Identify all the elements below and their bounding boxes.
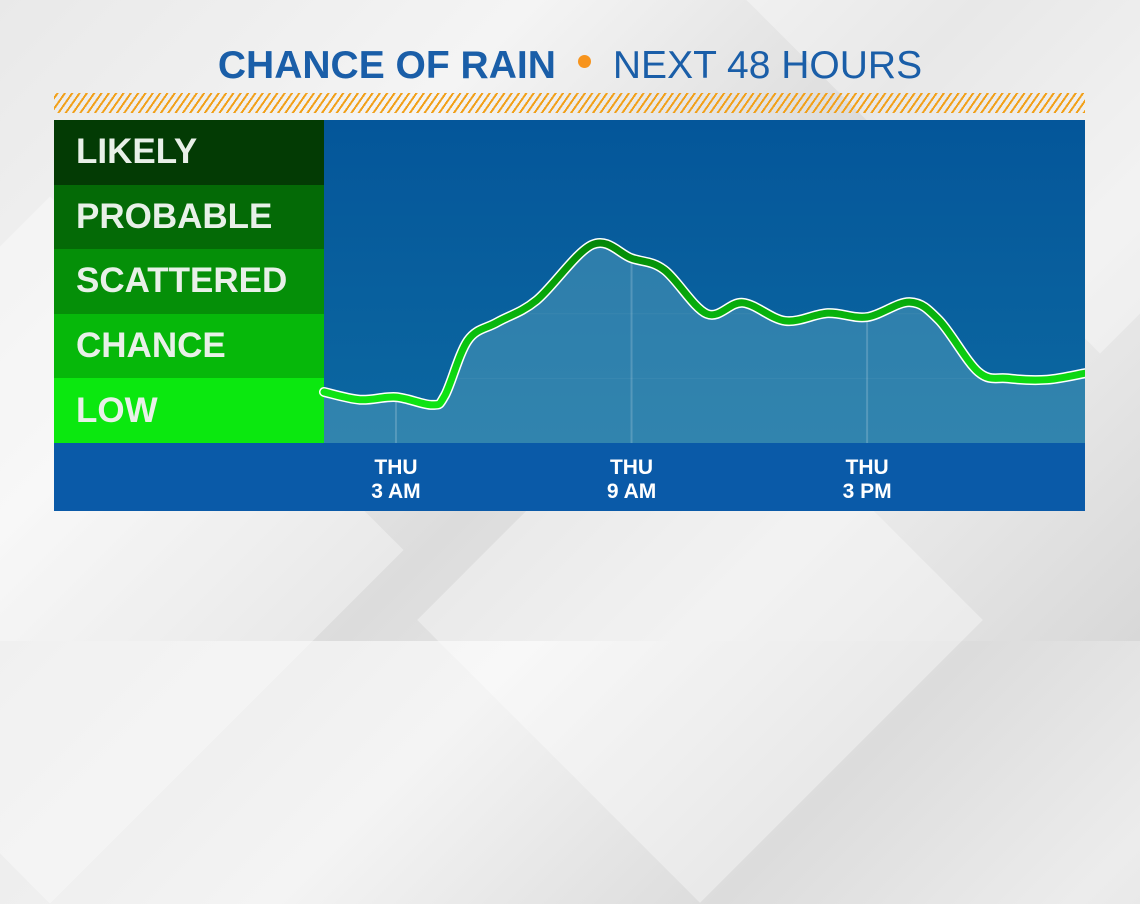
x-tick-time: 3 AM (371, 480, 421, 503)
x-tick-label: THU 3 AM (346, 456, 446, 504)
category-label-probable: PROBABLE (54, 184, 324, 250)
x-tick-day: THU (374, 456, 418, 479)
x-tick-label: THU 9 AM (582, 456, 682, 504)
category-label-likely: LIKELY (54, 120, 324, 185)
x-tick-day: THU (609, 456, 654, 479)
category-label-scattered: SCATTERED (54, 249, 324, 314)
x-tick-day: T (1053, 456, 1085, 480)
x-tick-time: 3 PM (842, 480, 892, 503)
title-sub: NEXT 48 HOURS (612, 44, 923, 87)
plot-upper-mask (324, 120, 1085, 405)
title-main: CHANCE OF RAIN (217, 44, 556, 87)
x-tick-label: T9 (1053, 456, 1085, 504)
chart-title: CHANCE OF RAIN NEXT 48 HOURS (0, 44, 1140, 88)
title-separator-dot (577, 55, 591, 69)
hatched-divider (54, 93, 1085, 113)
x-tick-time: 9 (1053, 480, 1085, 504)
x-tick-label: THU 3 PM (817, 456, 917, 504)
rain-line (320, 239, 1085, 409)
rain-area-fill (324, 242, 1085, 443)
category-label-low: LOW (54, 378, 324, 443)
x-tick-day: THU (845, 456, 889, 479)
chart-panel: LOW CHANCE SCATTERED PROBABLE LIKELY THU 3 AM… (54, 120, 1085, 511)
plot-area (319, 120, 1085, 443)
category-label-chance: CHANCE (54, 313, 324, 379)
x-tick-time: 9 AM (606, 480, 657, 503)
